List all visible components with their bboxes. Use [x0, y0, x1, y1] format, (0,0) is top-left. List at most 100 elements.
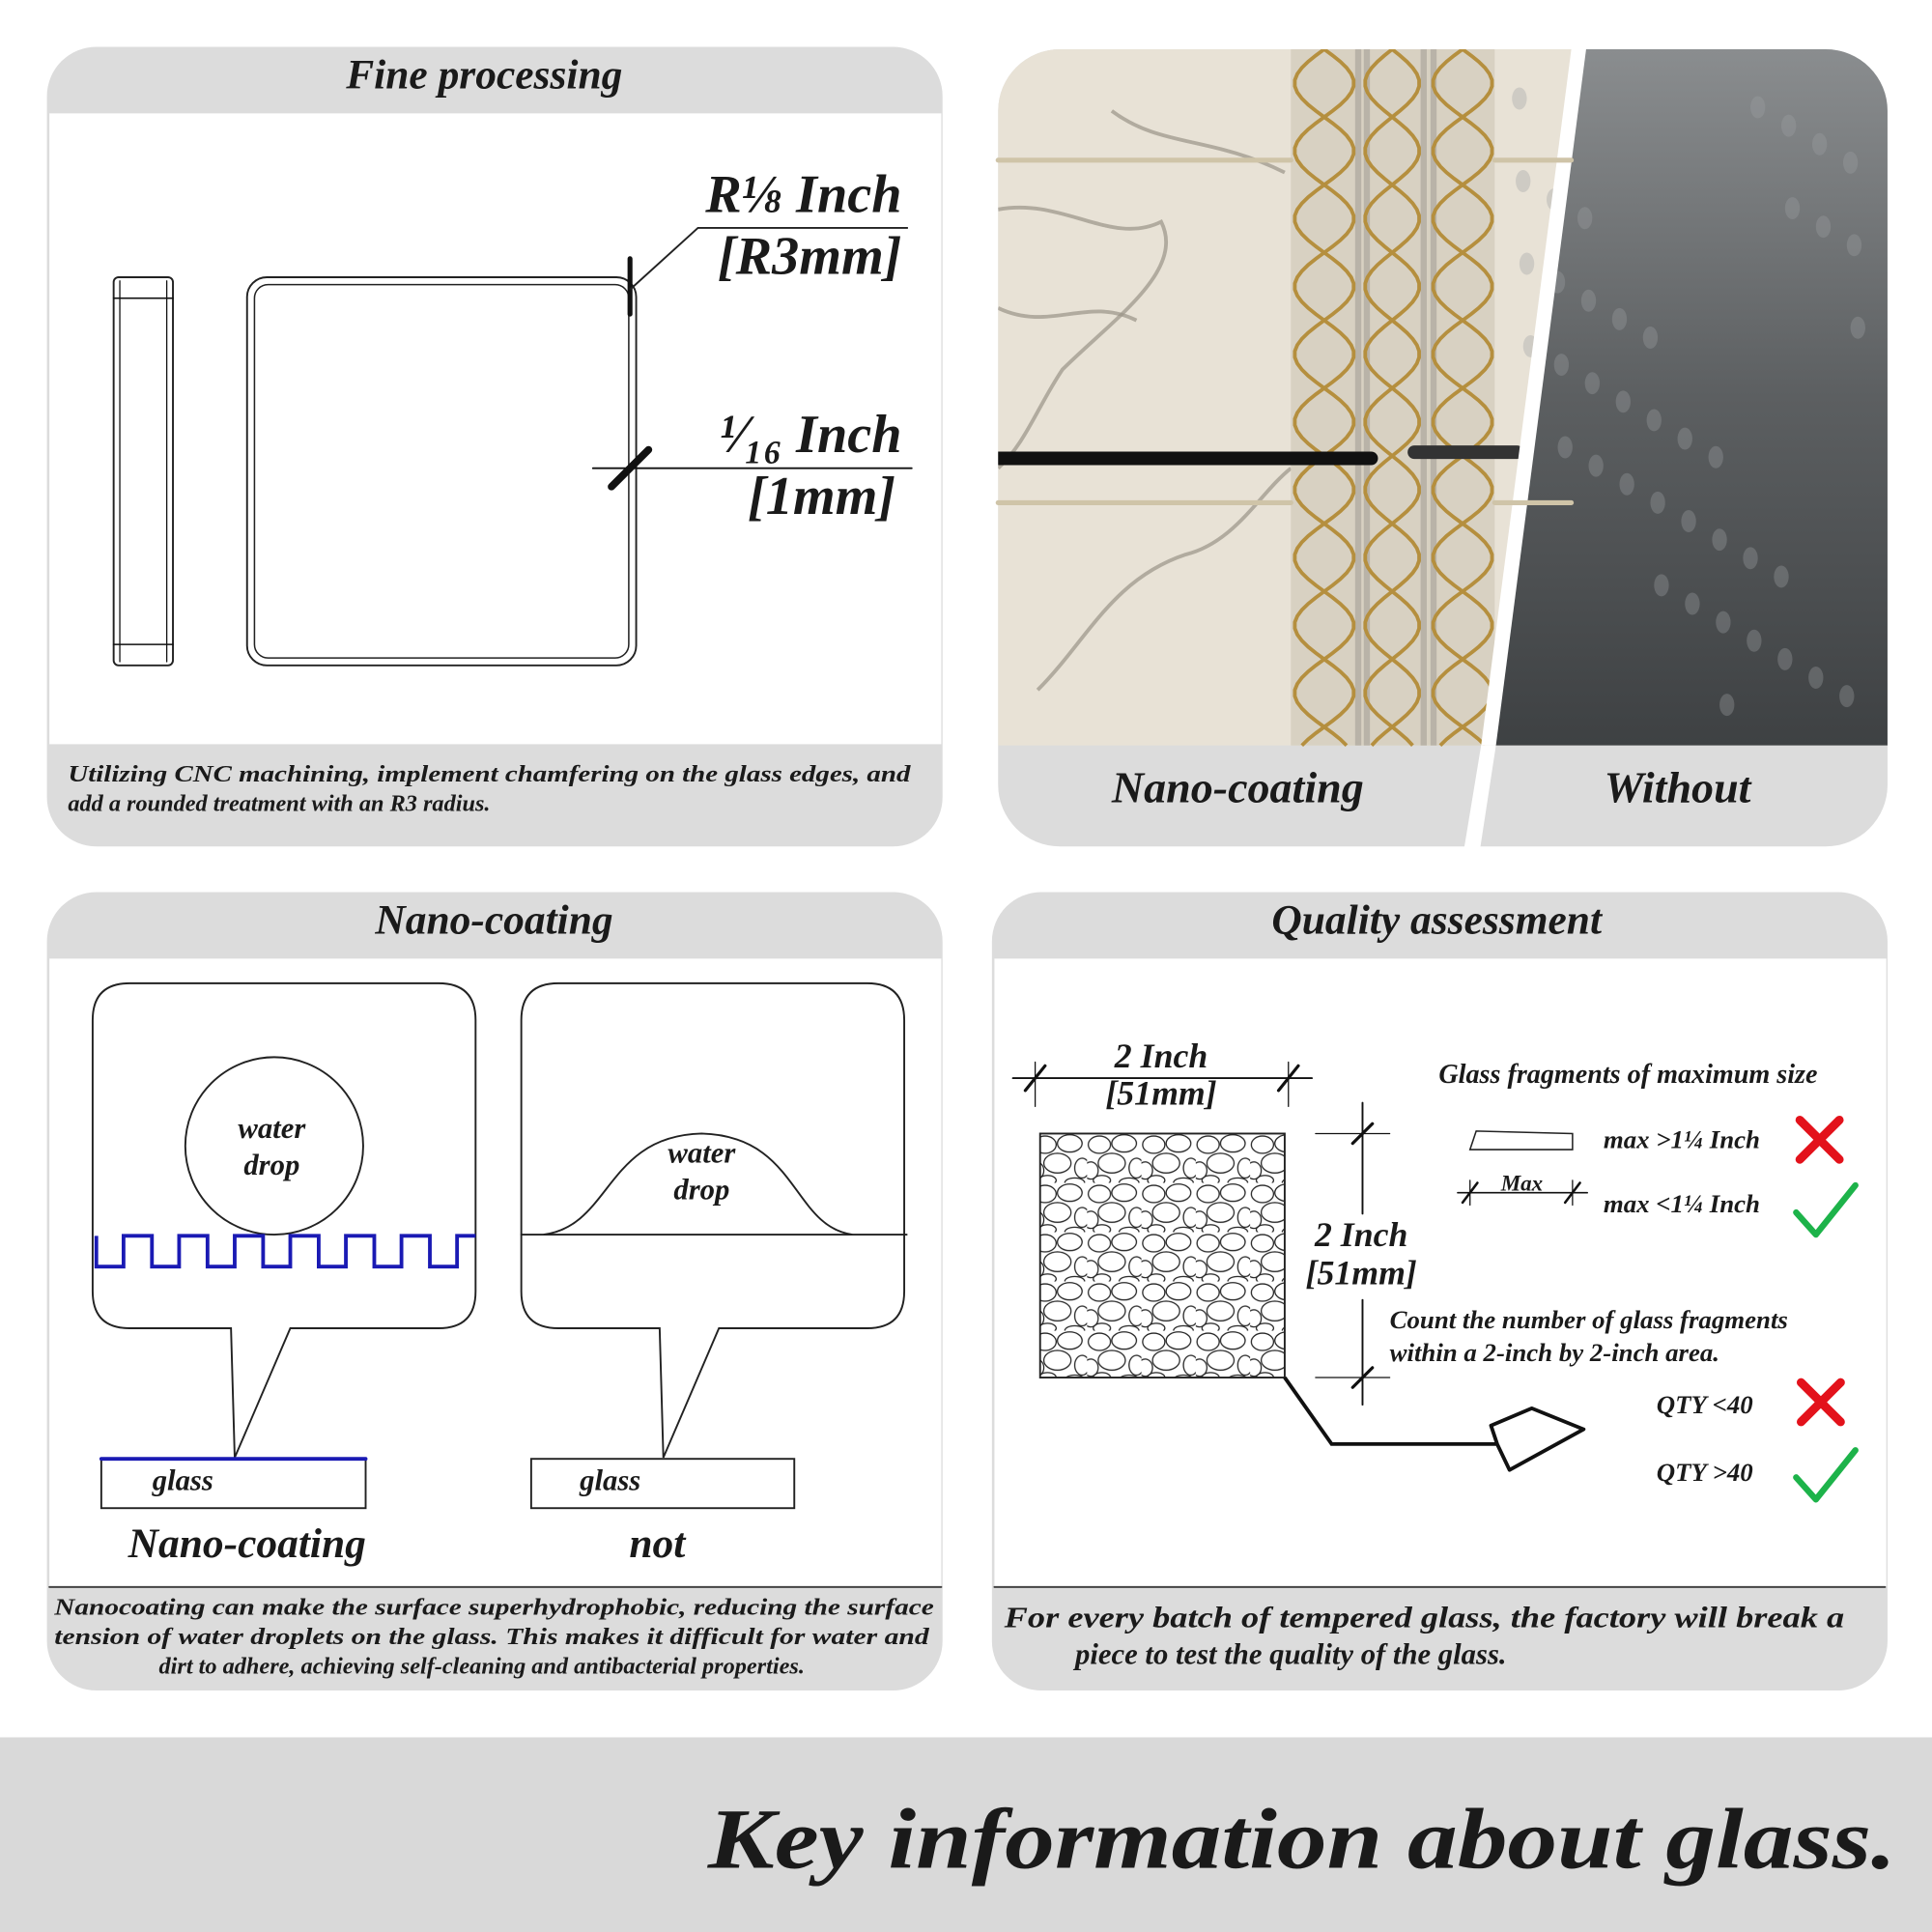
caption: add a rounded treatment with an R3 radiu… — [68, 791, 490, 817]
lattice-wave — [1431, 49, 1494, 748]
droplet — [1650, 491, 1665, 514]
arrow-line — [1283, 1376, 1497, 1446]
cross-icon — [1796, 1378, 1845, 1427]
line — [1276, 1064, 1300, 1093]
vein — [998, 306, 1138, 323]
glass-label: glass — [579, 1464, 640, 1497]
droplet — [1777, 647, 1793, 670]
droplet — [1708, 445, 1723, 469]
droplet — [1615, 390, 1631, 413]
fragment — [1468, 1130, 1574, 1151]
droplet — [1846, 234, 1862, 257]
glass-base — [529, 1458, 796, 1510]
droplet — [1580, 289, 1597, 312]
caption: piece to test the quality of the glass. — [1072, 1638, 1507, 1671]
callout — [520, 981, 906, 1459]
glass-outline — [245, 276, 638, 667]
side-view — [112, 276, 174, 667]
label: within a 2-inch by 2-inch area. — [1390, 1338, 1719, 1367]
droplet — [1750, 96, 1766, 119]
label: Glass fragments of maximum size — [1438, 1060, 1817, 1090]
droplet — [1743, 547, 1758, 570]
lattice-wave — [1293, 49, 1356, 748]
panel-title: Fine processing — [345, 52, 622, 99]
panel-title: Nano-coating — [374, 897, 612, 944]
water-drop — [184, 1056, 364, 1236]
water-drop — [543, 1132, 853, 1236]
rule: QTY <40 — [1657, 1390, 1753, 1419]
droplet — [1677, 427, 1692, 450]
droplet — [1747, 629, 1762, 652]
line — [1023, 1064, 1047, 1093]
dimension: [1mm] — [748, 467, 895, 526]
lattice-bar — [1430, 49, 1437, 746]
dimension: 2 Inch — [1114, 1037, 1208, 1075]
dimension: [51mm] — [1306, 1254, 1417, 1293]
droplet — [1512, 87, 1527, 110]
drop-label: drop — [243, 1149, 299, 1181]
dimension: 2 Inch — [1314, 1215, 1407, 1254]
line — [608, 445, 653, 491]
glass-photo — [1494, 49, 1888, 746]
dimension: ¹⁄₁₆ Inch — [719, 405, 901, 465]
caption: dirt to adhere, achieving self-cleaning … — [159, 1654, 805, 1680]
footer-title: Key information about glass. — [707, 1792, 1896, 1888]
lattice-bar — [1363, 49, 1371, 746]
divider — [1463, 745, 1496, 851]
droplet — [1588, 454, 1604, 477]
glass-base — [99, 1458, 367, 1510]
rule: max <1¼ Inch — [1604, 1189, 1760, 1218]
drop-label: water — [238, 1112, 306, 1145]
droplet — [1519, 252, 1535, 275]
lattice-bar — [1354, 49, 1362, 746]
line — [1350, 1366, 1375, 1389]
droplet — [1557, 436, 1573, 459]
droplet — [1774, 565, 1789, 588]
droplet — [1642, 327, 1659, 349]
lattice-bg — [1291, 49, 1495, 746]
panel-body — [49, 113, 942, 745]
droplet — [1611, 307, 1628, 330]
droplet — [1619, 472, 1634, 496]
droplet — [1712, 528, 1727, 552]
vein — [998, 205, 1169, 470]
droplet — [1784, 197, 1801, 220]
lattice-wave — [1363, 49, 1421, 747]
arrow-head — [1489, 1406, 1586, 1472]
droplet — [1815, 215, 1832, 239]
droplet — [1681, 510, 1696, 533]
drop-label: water — [668, 1136, 736, 1169]
droplet — [1850, 316, 1865, 339]
caption: tension of water droplets on the glass. … — [54, 1624, 929, 1650]
diagram-label: not — [629, 1520, 687, 1567]
rule: max >1¼ Inch — [1604, 1125, 1760, 1154]
caption: For every batch of tempered glass, the f… — [1003, 1601, 1844, 1634]
caption: Utilizing CNC machining, implement chamf… — [68, 761, 911, 787]
droplet — [1719, 694, 1735, 717]
cross-icon — [1795, 1115, 1844, 1164]
lattice-wave — [1293, 49, 1356, 748]
photo — [998, 49, 1888, 748]
panel-title: Quality assessment — [1271, 897, 1604, 944]
dimension: R⅛ Inch — [704, 165, 901, 225]
line — [1350, 1122, 1375, 1146]
photo-label: Nano-coating — [1111, 763, 1364, 812]
rule: QTY >40 — [1657, 1458, 1753, 1487]
divider — [1481, 49, 1586, 746]
nano-surface — [94, 1234, 476, 1269]
dimension: [51mm] — [1105, 1073, 1216, 1112]
droplet — [1577, 207, 1593, 230]
caption: Nanocoating can make the surface superhy… — [53, 1594, 934, 1620]
droplet — [1516, 170, 1531, 192]
droplet — [1780, 114, 1797, 137]
droplet — [1553, 354, 1570, 377]
droplet — [1584, 372, 1601, 395]
droplet — [1654, 574, 1669, 597]
fragment-sample — [1038, 1132, 1286, 1378]
vein — [1036, 467, 1293, 692]
photo-label: Without — [1605, 763, 1752, 812]
droplet — [1842, 151, 1859, 174]
droplet — [1685, 592, 1700, 615]
lattice-wave — [1363, 49, 1421, 747]
droplet — [1808, 667, 1824, 690]
